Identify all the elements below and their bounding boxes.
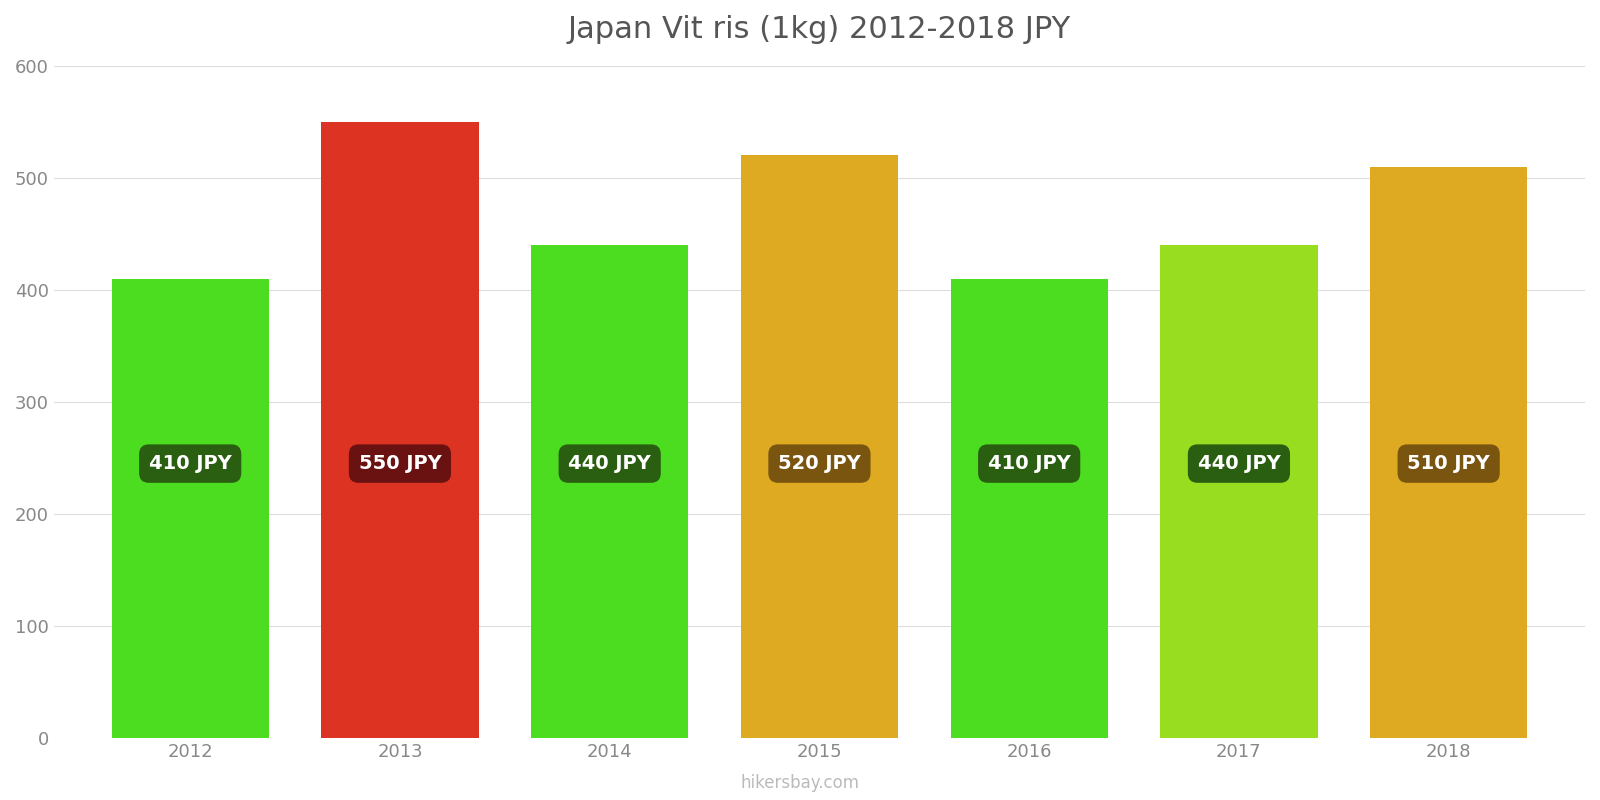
Text: 440 JPY: 440 JPY [1197,454,1280,473]
Text: 520 JPY: 520 JPY [778,454,861,473]
Bar [1370,166,1528,738]
Bar [531,245,688,738]
Bar [950,278,1107,738]
Text: 550 JPY: 550 JPY [358,454,442,473]
Text: 440 JPY: 440 JPY [568,454,651,473]
Bar [112,278,269,738]
Text: 510 JPY: 510 JPY [1408,454,1490,473]
Bar [741,155,898,738]
Text: 410 JPY: 410 JPY [987,454,1070,473]
Text: 410 JPY: 410 JPY [149,454,232,473]
Text: hikersbay.com: hikersbay.com [741,774,859,792]
Bar [322,122,478,738]
Title: Japan Vit ris (1kg) 2012-2018 JPY: Japan Vit ris (1kg) 2012-2018 JPY [568,15,1070,44]
Bar [1160,245,1317,738]
